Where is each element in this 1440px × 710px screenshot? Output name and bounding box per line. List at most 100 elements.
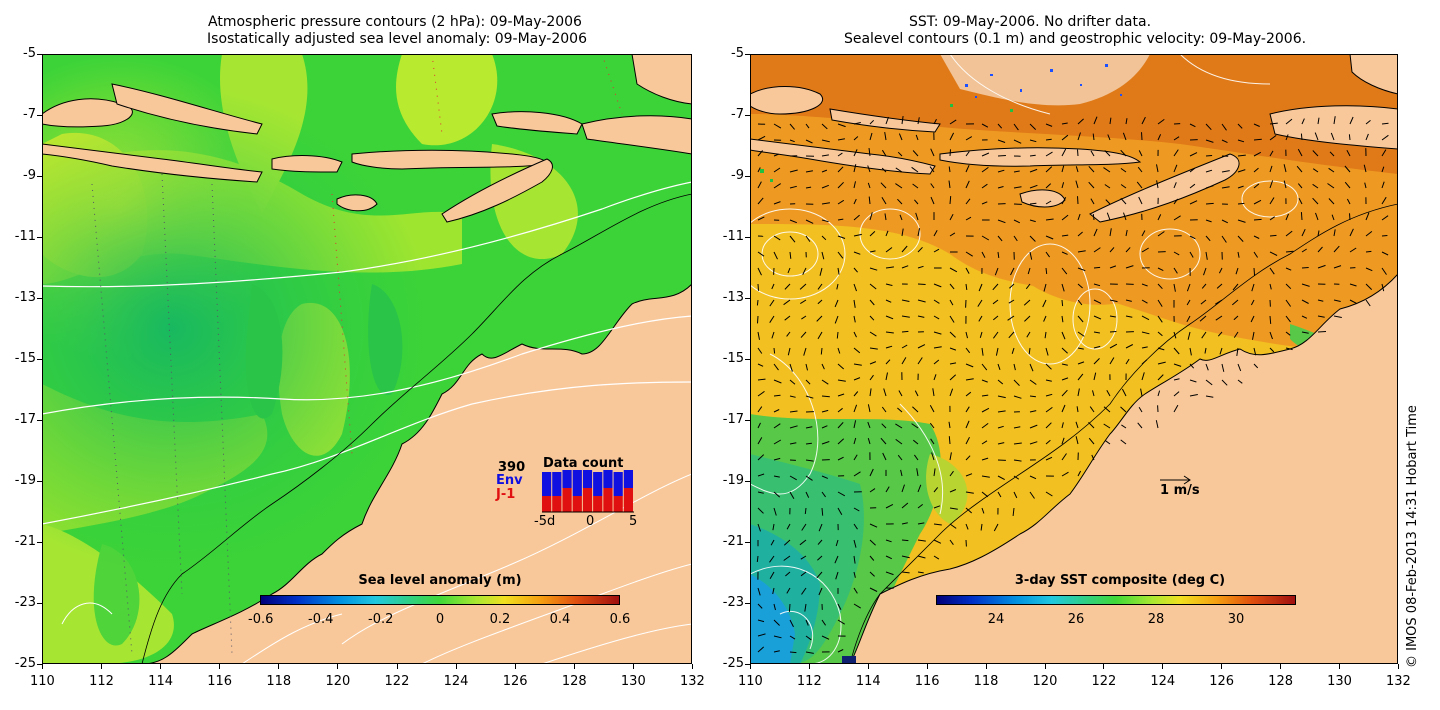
velocity-arrow (885, 283, 893, 286)
velocity-arrow (867, 404, 871, 413)
velocity-arrow (789, 363, 793, 372)
velocity-arrow (757, 378, 766, 381)
velocity-arrow (1104, 150, 1111, 157)
velocity-arrow (981, 440, 988, 445)
velocity-arrow (1205, 363, 1209, 371)
velocity-arrow (1077, 231, 1083, 237)
velocity-arrow (789, 185, 797, 189)
left-map-y-tick-label: -5 (23, 46, 36, 61)
velocity-arrow (1205, 139, 1214, 143)
velocity-arrow (949, 470, 954, 477)
right-map-x-tick-mark (1162, 664, 1164, 669)
velocity-arrow (867, 165, 871, 173)
velocity-arrow (1157, 134, 1162, 141)
velocity-arrow (1077, 196, 1079, 205)
velocity-arrow (929, 422, 935, 429)
velocity-arrow (869, 212, 873, 221)
velocity-arrow (789, 251, 792, 259)
velocity-arrow (884, 213, 887, 221)
velocity-arrow (1173, 251, 1180, 256)
velocity-arrow (805, 459, 814, 462)
velocity-arrow (773, 167, 781, 173)
velocity-arrow (1317, 117, 1320, 125)
velocity-arrow (1092, 133, 1095, 141)
velocity-arrow (853, 603, 861, 609)
right-map-x-tick-label: 126 (1209, 674, 1235, 689)
velocity-arrow (933, 468, 936, 477)
velocity-arrow (1269, 234, 1277, 237)
velocity-arrow (1125, 247, 1131, 253)
velocity-arrow (1330, 132, 1335, 141)
velocity-arrow (805, 426, 813, 429)
velocity-arrow (1125, 344, 1134, 349)
velocity-arrow (805, 651, 814, 654)
velocity-arrow (917, 246, 923, 253)
velocity-arrow (1120, 184, 1127, 189)
velocity-arrow (1317, 264, 1326, 269)
velocity-arrow (1029, 475, 1037, 480)
velocity-arrow (1141, 283, 1148, 287)
velocity-arrow (769, 299, 775, 307)
velocity-arrow (1029, 235, 1036, 242)
velocity-arrow (912, 150, 919, 157)
velocity-arrow (949, 331, 956, 338)
velocity-arrow (1237, 139, 1245, 143)
velocity-arrow (837, 218, 844, 221)
left-map-x-tick-label: 118 (266, 674, 292, 689)
velocity-arrow (783, 555, 791, 561)
velocity-arrow (800, 555, 807, 560)
velocity-arrow (1333, 315, 1342, 318)
velocity-arrow (773, 201, 781, 205)
velocity-arrow (1344, 181, 1351, 189)
right-map-y-tick-label: -23 (722, 595, 744, 610)
velocity-arrow (917, 357, 923, 365)
velocity-arrow (901, 245, 908, 253)
java-island (42, 143, 263, 183)
velocity-arrow (773, 619, 780, 626)
right-map-x-tick-label: 124 (1150, 674, 1176, 689)
velocity-arrow (949, 388, 954, 397)
velocity-arrow (949, 119, 957, 125)
velocity-arrow (756, 555, 759, 563)
velocity-arrow (1253, 199, 1262, 205)
velocity-arrow (805, 379, 811, 385)
velocity-arrow (1296, 165, 1303, 173)
velocity-arrow (789, 619, 794, 628)
velocity-arrow (1061, 134, 1069, 141)
velocity-arrow (1045, 251, 1051, 258)
velocity-arrow (1141, 132, 1143, 141)
velocity-arrow (1013, 363, 1016, 371)
velocity-arrow (1237, 185, 1244, 189)
velocity-arrow (773, 251, 778, 260)
velocity-arrow (1029, 184, 1038, 189)
velocity-arrow (1269, 134, 1277, 141)
right-colorbar (936, 595, 1296, 605)
velocity-arrow (895, 423, 903, 429)
velocity-arrow (1077, 331, 1085, 337)
velocity-arrow (757, 390, 765, 397)
velocity-arrow (773, 123, 782, 129)
velocity-arrow (1317, 230, 1320, 237)
left-colorbar-label: 0.4 (549, 612, 571, 627)
velocity-arrow (1381, 215, 1389, 221)
left-colorbar-label: -0.4 (308, 612, 334, 627)
velocity-arrow (837, 251, 844, 259)
velocity-arrow (1045, 393, 1053, 397)
velocity-arrow (1269, 347, 1275, 353)
velocity-arrow (1077, 118, 1084, 125)
velocity-arrow (1237, 123, 1243, 129)
velocity-arrow (818, 587, 823, 596)
velocity-arrow (901, 299, 910, 302)
velocity-arrow (1028, 347, 1031, 355)
velocity-arrow (1315, 212, 1319, 221)
velocity-arrow (1061, 234, 1069, 237)
velocity-arrow (1205, 235, 1211, 242)
velocity-arrow (867, 182, 871, 189)
velocity-arrow (1029, 139, 1037, 143)
velocity-arrow (885, 315, 894, 320)
velocity-arrow (1237, 219, 1246, 223)
velocity-arrow (997, 491, 1002, 498)
histogram-j1-bar (542, 496, 552, 512)
right-colorbar-label: 26 (1067, 612, 1085, 627)
velocity-arrow (1205, 395, 1214, 398)
